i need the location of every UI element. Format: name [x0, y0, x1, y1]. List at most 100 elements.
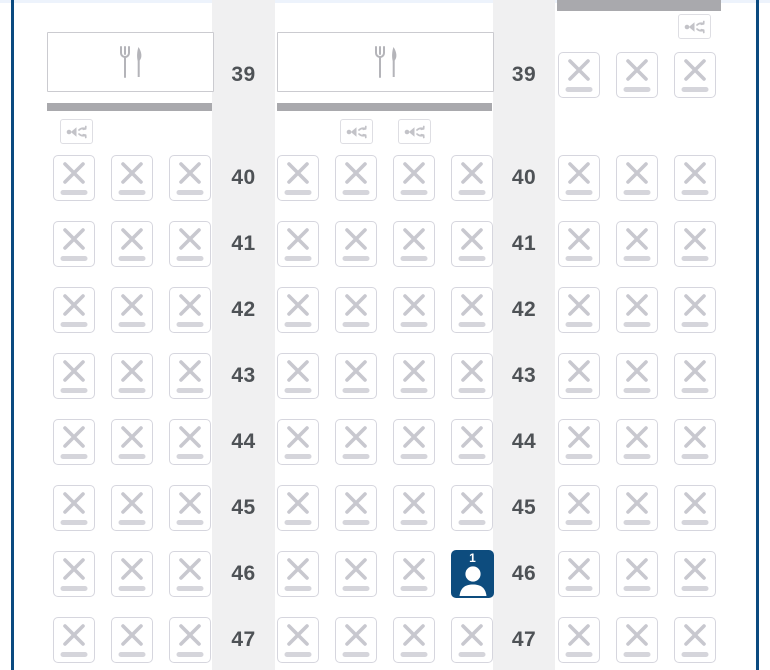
bassinet-marker — [678, 14, 711, 39]
seat-unavailable — [277, 551, 319, 597]
seat-unavailable — [451, 353, 493, 399]
unavailable-x-icon — [623, 162, 651, 195]
seat-unavailable — [558, 221, 600, 267]
seat-cushion — [458, 256, 486, 261]
seat-unavailable — [393, 617, 435, 663]
seat-unavailable — [616, 617, 658, 663]
bassinet-icon — [346, 125, 367, 138]
bassinet-icon — [404, 125, 425, 138]
row-number: 44 — [231, 430, 256, 453]
unavailable-x-icon — [60, 426, 88, 459]
seat-unavailable — [111, 155, 153, 201]
galley-left — [47, 32, 214, 92]
selected-seat[interactable]: 1 — [451, 550, 494, 598]
unavailable-x-icon — [342, 558, 370, 591]
seat-cushion — [284, 388, 312, 393]
seat-cushion — [681, 190, 709, 195]
seat-unavailable — [169, 155, 211, 201]
seat-cushion — [565, 87, 593, 92]
row-number: 44 — [511, 430, 537, 453]
unavailable-x-icon — [342, 228, 370, 261]
seat-unavailable — [674, 617, 716, 663]
seat-cushion — [342, 520, 370, 525]
unavailable-x-icon — [400, 228, 428, 261]
seat-cushion — [176, 454, 204, 459]
bulkhead-bar — [557, 0, 721, 11]
seat-unavailable — [277, 287, 319, 333]
seat-cushion — [681, 322, 709, 327]
seat-unavailable — [277, 617, 319, 663]
seat-unavailable — [393, 221, 435, 267]
unavailable-x-icon — [623, 426, 651, 459]
seat-unavailable — [558, 287, 600, 333]
unavailable-x-icon — [176, 558, 204, 591]
seat-cushion — [342, 652, 370, 657]
unavailable-x-icon — [623, 294, 651, 327]
row-number: 47 — [231, 628, 256, 651]
unavailable-x-icon — [118, 426, 146, 459]
seat-cushion — [60, 256, 88, 261]
seat-cushion — [458, 190, 486, 195]
unavailable-x-icon — [681, 558, 709, 591]
row-number: 46 — [511, 562, 537, 585]
seat-cushion — [458, 652, 486, 657]
seat-unavailable — [53, 551, 95, 597]
unavailable-x-icon — [176, 426, 204, 459]
unavailable-x-icon — [176, 294, 204, 327]
seat-cushion — [681, 454, 709, 459]
seat-unavailable — [674, 551, 716, 597]
unavailable-x-icon — [565, 294, 593, 327]
unavailable-x-icon — [118, 492, 146, 525]
seat-unavailable — [111, 353, 153, 399]
unavailable-x-icon — [565, 360, 593, 393]
seat-unavailable — [335, 485, 377, 531]
row-number: 40 — [511, 166, 537, 189]
row-number-strip-right: 39 40 41 42 43 44 45 46 47 — [493, 0, 555, 670]
seat-cushion — [681, 586, 709, 591]
seat-unavailable — [616, 52, 658, 98]
seat-unavailable — [393, 419, 435, 465]
unavailable-x-icon — [458, 228, 486, 261]
person-icon — [459, 566, 486, 596]
unavailable-x-icon — [60, 624, 88, 657]
row-number: 46 — [231, 562, 256, 585]
seat-cushion — [342, 586, 370, 591]
seat-cushion — [176, 520, 204, 525]
unavailable-x-icon — [118, 228, 146, 261]
seat-unavailable — [558, 485, 600, 531]
seat-cushion — [60, 454, 88, 459]
unavailable-x-icon — [458, 294, 486, 327]
seat-cushion — [400, 586, 428, 591]
unavailable-x-icon — [681, 426, 709, 459]
seat-cushion — [284, 520, 312, 525]
unavailable-x-icon — [458, 492, 486, 525]
seat-cushion — [565, 586, 593, 591]
seat-unavailable — [335, 551, 377, 597]
seat-unavailable — [616, 551, 658, 597]
unavailable-x-icon — [623, 228, 651, 261]
seat-cushion — [400, 322, 428, 327]
unavailable-x-icon — [342, 360, 370, 393]
seat-unavailable — [674, 419, 716, 465]
unavailable-x-icon — [623, 492, 651, 525]
seat-cushion — [623, 388, 651, 393]
seat-cushion — [60, 190, 88, 195]
seat-cushion — [60, 520, 88, 525]
seat-unavailable — [53, 485, 95, 531]
seat-cushion — [342, 454, 370, 459]
seat-unavailable — [111, 617, 153, 663]
seat-unavailable — [616, 419, 658, 465]
seat-cushion — [176, 256, 204, 261]
seat-cushion — [623, 454, 651, 459]
unavailable-x-icon — [176, 162, 204, 195]
seat-cushion — [60, 388, 88, 393]
seat-cushion — [565, 652, 593, 657]
seat-unavailable — [111, 551, 153, 597]
unavailable-x-icon — [681, 59, 709, 92]
seat-unavailable — [277, 353, 319, 399]
row-number: 41 — [231, 232, 256, 255]
row-number: 41 — [511, 232, 537, 255]
seat-cushion — [623, 190, 651, 195]
seat-cushion — [342, 388, 370, 393]
